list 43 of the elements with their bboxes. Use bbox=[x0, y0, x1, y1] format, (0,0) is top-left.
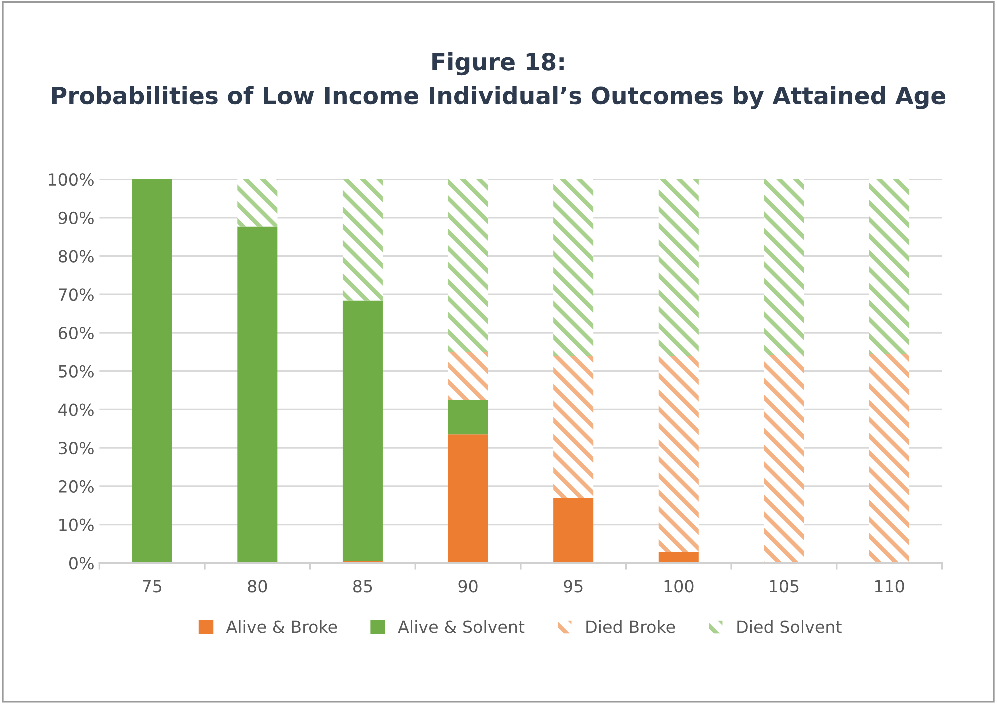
x-tick-label: 105 bbox=[770, 580, 799, 593]
bar bbox=[132, 180, 172, 564]
y-tick-label: 0% bbox=[70, 557, 94, 570]
x-tick-label: 100 bbox=[664, 580, 694, 593]
y-tick-label: 20% bbox=[59, 480, 94, 494]
x-tick-label: 75 bbox=[143, 580, 162, 593]
bar bbox=[448, 180, 488, 353]
y-tick-label: 10% bbox=[60, 518, 94, 532]
bar bbox=[554, 180, 594, 356]
bar bbox=[870, 354, 910, 564]
x-tick-label: 85 bbox=[353, 580, 372, 593]
legend-label: Alive & Solvent bbox=[398, 620, 525, 634]
bar bbox=[554, 356, 594, 498]
bar bbox=[342, 300, 383, 562]
y-tick-label: 50% bbox=[59, 365, 94, 378]
x-tick-label: 80 bbox=[248, 580, 268, 593]
y-tick-label: 80% bbox=[58, 250, 94, 263]
bar bbox=[238, 180, 278, 227]
y-tick-label: 100% bbox=[49, 173, 94, 186]
bar bbox=[658, 552, 699, 564]
bar bbox=[658, 356, 699, 552]
legend-label: Alive & Broke bbox=[226, 620, 338, 634]
bar bbox=[342, 180, 383, 301]
x-tick-label: 90 bbox=[458, 580, 478, 593]
legend-label: Died Broke bbox=[586, 620, 676, 634]
bar bbox=[448, 434, 488, 564]
chart-title: Figure 18: Probabilities of Low Income Individual’s Outcomes by Attained Age bbox=[52, 52, 946, 110]
y-tick-label: 40% bbox=[58, 404, 94, 416]
y-tick-label: 30% bbox=[59, 442, 94, 455]
bar bbox=[554, 498, 594, 564]
y-tick-label: 70% bbox=[59, 288, 94, 302]
x-tick-label: 95 bbox=[564, 580, 583, 593]
bar bbox=[448, 400, 488, 435]
x-tick-label: 110 bbox=[875, 580, 904, 593]
y-tick-label: 90% bbox=[58, 212, 94, 224]
bar bbox=[238, 226, 278, 564]
bar bbox=[764, 180, 804, 356]
bar bbox=[870, 180, 910, 354]
bar bbox=[764, 355, 804, 564]
bar bbox=[448, 352, 488, 400]
bar bbox=[658, 180, 699, 356]
y-tick-label: 60% bbox=[58, 326, 94, 340]
legend-label: Died Solvent bbox=[738, 620, 842, 634]
